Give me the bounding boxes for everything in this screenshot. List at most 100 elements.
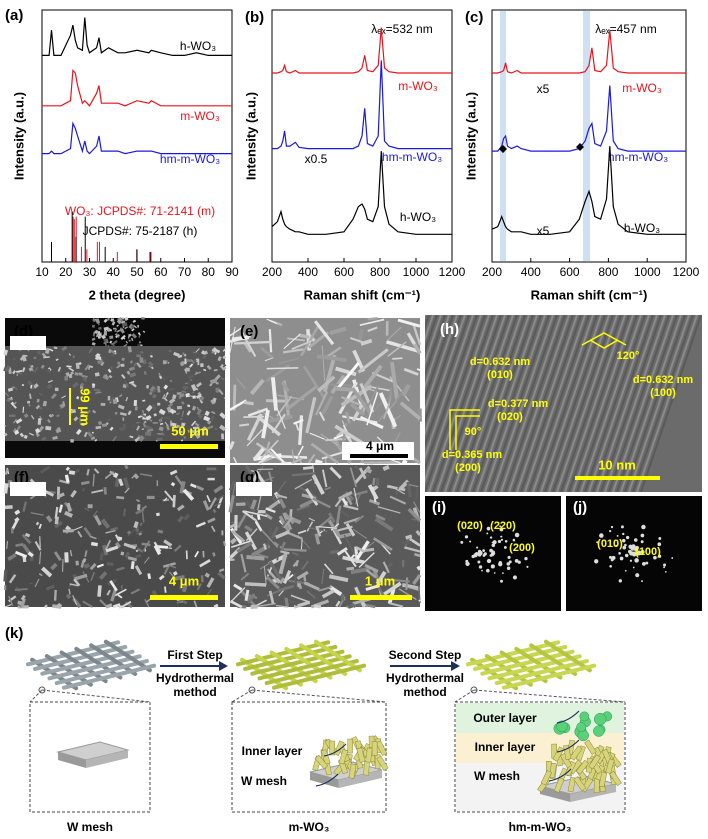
- texture: [302, 365, 326, 400]
- texture: [335, 366, 357, 377]
- nanoparticle: [576, 722, 587, 732]
- texture: [105, 529, 116, 534]
- texture: [162, 394, 166, 400]
- texture: [83, 431, 88, 438]
- texture: [244, 525, 253, 533]
- lattice-fringe: [576, 315, 638, 492]
- texture: [216, 494, 225, 502]
- texture: [34, 578, 40, 588]
- texture: [411, 518, 419, 522]
- texture: [166, 426, 170, 431]
- diffraction-spot: [514, 558, 519, 563]
- texture: [403, 367, 419, 376]
- texture: [168, 388, 175, 391]
- texture: [113, 472, 119, 479]
- image-label: 50 μm: [171, 423, 209, 438]
- diffraction-spot: [618, 579, 622, 583]
- mesh-wire: [30, 657, 79, 691]
- plot-frame: [271, 9, 453, 263]
- texture: [314, 533, 321, 545]
- texture: [200, 350, 206, 355]
- texture: [252, 447, 266, 462]
- x-axis-label: Raman shift (cm⁻¹): [304, 287, 421, 302]
- panel-label: (g): [240, 469, 259, 486]
- texture: [136, 362, 142, 369]
- diffraction-spot: [526, 565, 529, 568]
- x-tick-label: 400: [521, 265, 541, 279]
- texture: [133, 324, 138, 329]
- texture: [363, 547, 375, 553]
- texture: [64, 510, 74, 518]
- texture: [88, 347, 94, 354]
- texture: [345, 411, 351, 424]
- texture: [345, 496, 353, 506]
- texture: [230, 587, 246, 603]
- texture: [389, 495, 407, 505]
- texture: [187, 429, 190, 433]
- texture: [65, 593, 72, 600]
- texture: [415, 485, 419, 500]
- texture: [54, 604, 63, 608]
- texture: [214, 427, 218, 431]
- texture: [334, 424, 367, 447]
- texture: [128, 366, 136, 372]
- texture: [218, 389, 224, 395]
- texture: [114, 477, 121, 488]
- texture: [36, 398, 40, 403]
- texture: [272, 480, 287, 500]
- texture: [98, 326, 102, 331]
- texture: [11, 403, 17, 409]
- texture: [4, 392, 10, 397]
- texture: [143, 420, 147, 424]
- lattice-label: 90°: [465, 426, 482, 438]
- lattice-fringe: [536, 315, 598, 492]
- texture: [188, 394, 193, 398]
- texture: [181, 390, 187, 393]
- texture: [100, 518, 111, 529]
- texture: [16, 372, 23, 375]
- texture: [93, 514, 102, 526]
- zoom-line: [29, 689, 43, 703]
- scale-bar: [350, 595, 412, 600]
- texture: [129, 380, 135, 384]
- texture: [110, 526, 119, 532]
- texture: [170, 405, 176, 410]
- lattice-fringe: [524, 315, 586, 492]
- label-box: [10, 336, 46, 350]
- texture: [169, 469, 178, 476]
- layer-label: Inner layer: [242, 744, 303, 758]
- diffraction-spot: [460, 540, 464, 544]
- texture: [114, 333, 119, 338]
- spectrum-line: [42, 121, 232, 155]
- texture: [179, 393, 185, 398]
- lattice-fringe: [620, 315, 682, 492]
- texture: [375, 514, 386, 522]
- texture: [76, 396, 80, 400]
- diffraction-spot: [619, 556, 624, 561]
- diffraction-spot: [627, 549, 632, 554]
- diffraction-spot: [622, 532, 625, 536]
- texture: [107, 368, 112, 373]
- texture: [119, 412, 127, 416]
- stage-name: hm-m-WO₃: [509, 820, 572, 834]
- diffraction-spot: [500, 535, 503, 538]
- texture: [266, 318, 278, 325]
- texture: [153, 544, 162, 556]
- texture: [4, 505, 13, 510]
- texture: [74, 573, 88, 581]
- texture: [183, 435, 187, 439]
- texture: [193, 600, 198, 608]
- texture: [81, 487, 86, 492]
- texture: [283, 512, 295, 525]
- lattice-fringe: [432, 315, 494, 492]
- mesh-wire: [529, 643, 578, 676]
- lattice-label: d=0.632 nm: [633, 374, 693, 386]
- marker-diamond: [499, 145, 507, 153]
- texture: [148, 418, 153, 422]
- texture: [229, 399, 247, 411]
- texture: [195, 371, 201, 375]
- texture: [297, 454, 302, 464]
- texture: [65, 525, 72, 532]
- lattice-fringe: [528, 315, 590, 492]
- texture: [116, 363, 123, 369]
